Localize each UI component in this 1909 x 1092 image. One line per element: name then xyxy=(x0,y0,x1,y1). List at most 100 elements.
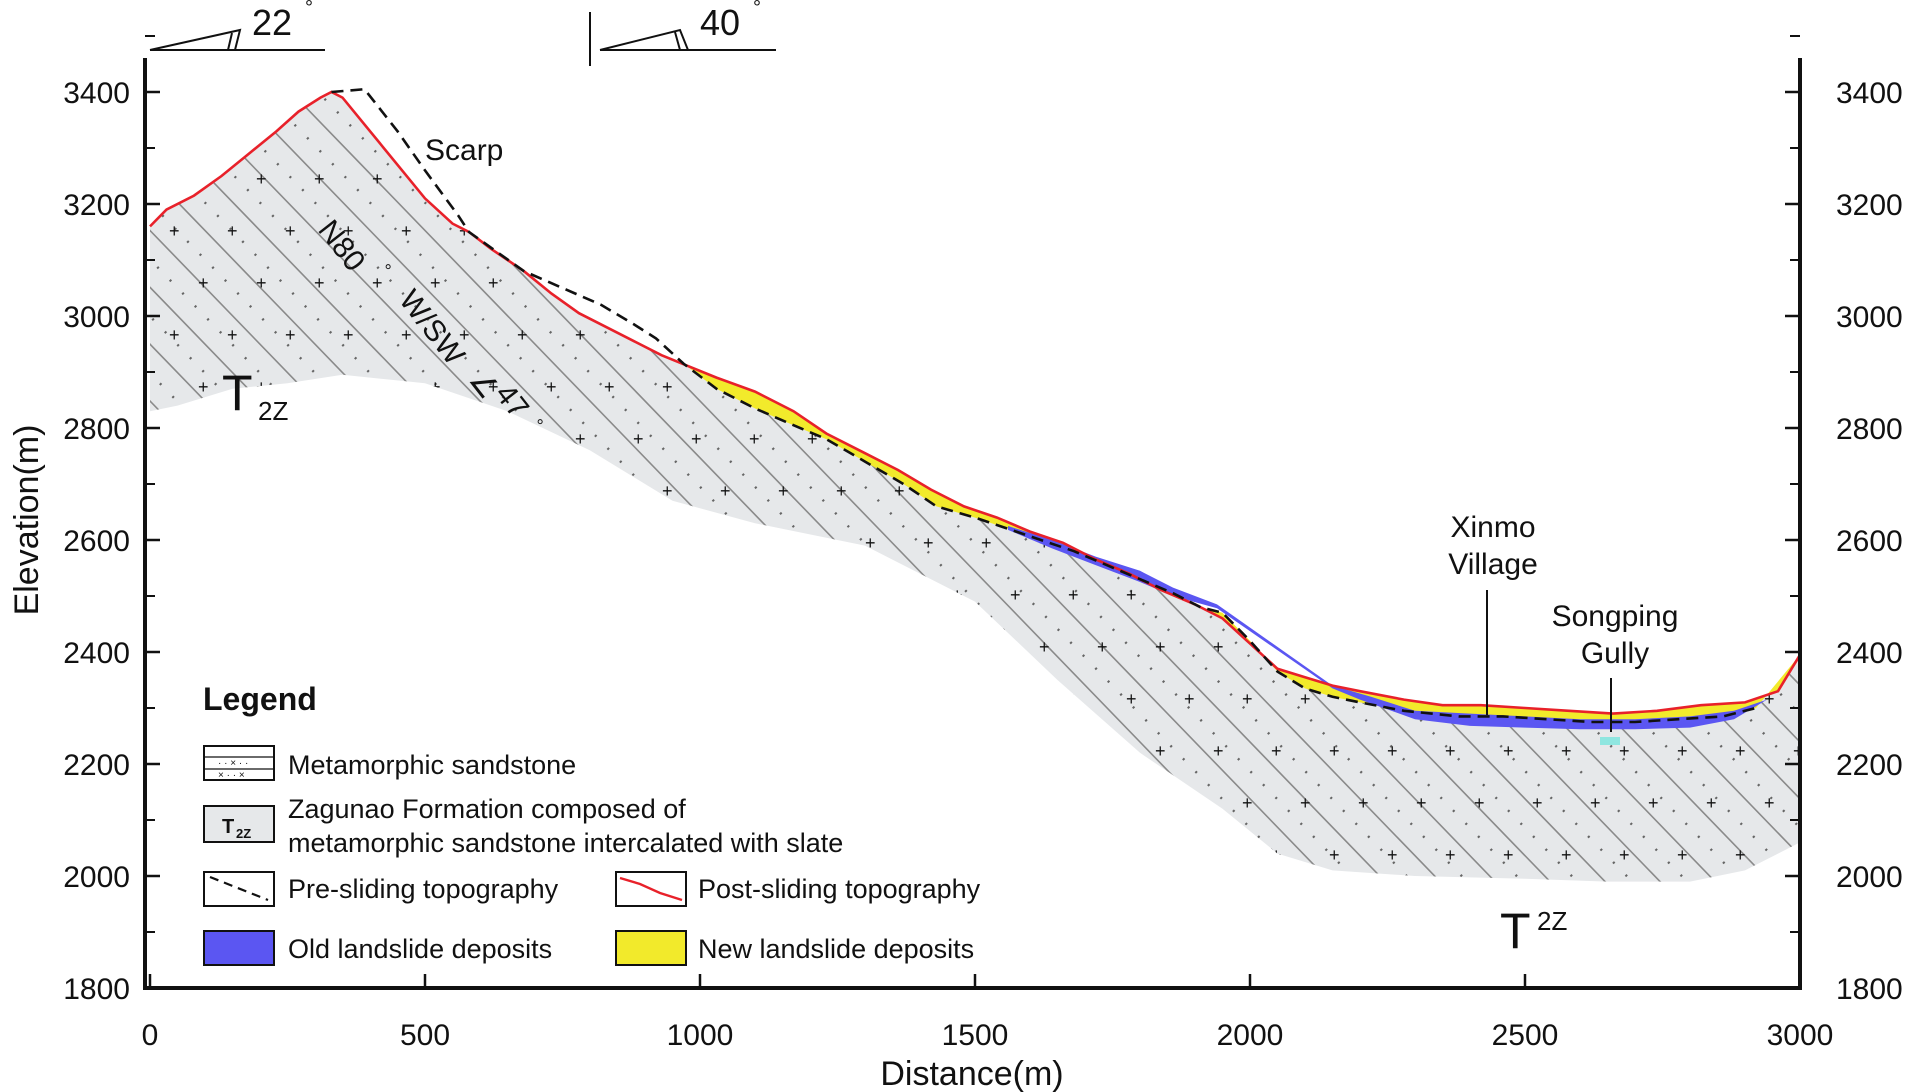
sandstone-symbol: + xyxy=(662,273,673,293)
sandstone-symbol: + xyxy=(488,585,499,605)
sandstone-symbol: + xyxy=(1300,169,1311,189)
sandstone-symbol: + xyxy=(778,793,789,813)
sandstone-symbol: + xyxy=(1242,481,1253,501)
sandstone-symbol: + xyxy=(1155,325,1166,345)
legend-old-deposits-label: Old landslide deposits xyxy=(288,934,552,964)
sandstone-symbol: + xyxy=(1068,897,1079,917)
sandstone-symbol: + xyxy=(807,637,818,657)
y-tick-label-left: 2000 xyxy=(63,861,130,894)
sandstone-symbol: + xyxy=(1068,377,1079,397)
sandstone-symbol: + xyxy=(1561,325,1572,345)
sandstone-symbol: + xyxy=(865,845,876,865)
sandstone-symbol: + xyxy=(1068,169,1079,189)
legend-formation-symbol-sub: 2Z xyxy=(236,826,251,841)
x-tick-label: 500 xyxy=(400,1019,450,1052)
sandstone-symbol: + xyxy=(343,429,354,449)
sandstone-symbol: + xyxy=(488,377,499,397)
sandstone-symbol: + xyxy=(1648,377,1659,397)
sandstone-symbol: + xyxy=(807,325,818,345)
sandstone-symbol: + xyxy=(488,273,499,293)
sandstone-symbol: + xyxy=(1213,533,1224,553)
legend-new-deposits: New landslide deposits xyxy=(615,930,974,966)
sandstone-symbol: + xyxy=(1677,741,1688,761)
sandstone-symbol: + xyxy=(1619,533,1630,553)
sandstone-symbol: + xyxy=(1677,637,1688,657)
y-tick-label-left: 1800 xyxy=(63,973,130,1006)
sandstone-symbol: + xyxy=(401,533,412,553)
sandstone-symbol: + xyxy=(1097,221,1108,241)
sandstone-symbol: + xyxy=(1619,741,1630,761)
dip-value-40: 40 xyxy=(700,2,740,43)
sandstone-symbol: + xyxy=(1039,845,1050,865)
sandstone-symbol: + xyxy=(1387,429,1398,449)
sandstone-symbol: + xyxy=(1184,897,1195,917)
sandstone-symbol: + xyxy=(1503,845,1514,865)
sandstone-symbol: + xyxy=(1242,897,1253,917)
sandstone-symbol: + xyxy=(720,481,731,501)
sandstone-symbol: + xyxy=(1010,481,1021,501)
sandstone-symbol: + xyxy=(1126,689,1137,709)
sandstone-symbol: + xyxy=(1445,741,1456,761)
sandstone-symbol: + xyxy=(546,169,557,189)
sandstone-symbol: + xyxy=(1851,221,1862,241)
sandstone-symbol: + xyxy=(836,793,847,813)
x-tick-label: 2500 xyxy=(1492,1019,1559,1052)
legend-sandstone: · · × · · × · · × Metamorphic sandstone xyxy=(203,745,576,781)
sandstone-symbol: + xyxy=(981,949,992,969)
sandstone-symbol: + xyxy=(314,169,325,189)
sandstone-symbol: + xyxy=(1735,533,1746,553)
sandstone-symbol: + xyxy=(691,637,702,657)
sandstone-symbol: + xyxy=(1213,845,1224,865)
sandstone-symbol: + xyxy=(343,637,354,657)
sandstone-symbol: + xyxy=(343,533,354,553)
pre-sliding-topography-line xyxy=(331,87,1757,724)
sandstone-symbol: + xyxy=(749,741,760,761)
sandstone-symbol: + xyxy=(1213,429,1224,449)
xinmo-label-line1: Xinmo xyxy=(1450,511,1535,544)
sandstone-symbol: + xyxy=(1416,793,1427,813)
sandstone-symbol: + xyxy=(749,533,760,553)
legend-formation-line2: metamorphic sandstone intercalated with … xyxy=(288,828,843,858)
sandstone-symbol: + xyxy=(314,377,325,397)
sandstone-symbol: + xyxy=(1561,533,1572,553)
legend-formation: T 2Z Zagunao Formation composed of metam… xyxy=(203,794,843,858)
sandstone-symbol: + xyxy=(1474,793,1485,813)
sandstone-symbol: + xyxy=(1561,221,1572,241)
sandstone-symbol: + xyxy=(1561,845,1572,865)
sandstone-symbol: + xyxy=(1242,585,1253,605)
sandstone-symbol: + xyxy=(1213,325,1224,345)
sandstone-symbol: + xyxy=(1648,169,1659,189)
sandstone-symbol: + xyxy=(633,429,644,449)
sandstone-symbol: + xyxy=(1706,793,1717,813)
sandstone-symbol: + xyxy=(169,429,180,449)
sandstone-symbol: + xyxy=(1416,273,1427,293)
y-tick-label-left: 2200 xyxy=(63,749,130,782)
sandstone-symbol: + xyxy=(1329,533,1340,553)
sandstone-symbol: + xyxy=(227,533,238,553)
sandstone-symbol: + xyxy=(1706,169,1717,189)
sandstone-symbol: + xyxy=(952,273,963,293)
gully-water-mark xyxy=(1600,737,1620,745)
sandstone-symbol: + xyxy=(1184,169,1195,189)
sandstone-symbol: + xyxy=(517,637,528,657)
sandstone-symbol: + xyxy=(836,273,847,293)
sandstone-symbol: + xyxy=(1358,897,1369,917)
dip-degree-22: ° xyxy=(305,0,313,19)
sandstone-symbol: + xyxy=(1126,273,1137,293)
sandstone-symbol: + xyxy=(1416,585,1427,605)
songping-label-line2: Gully xyxy=(1581,637,1649,670)
sandstone-symbol: + xyxy=(169,221,180,241)
sandstone-symbol: + xyxy=(1039,429,1050,449)
sandstone-symbol: + xyxy=(923,741,934,761)
sandstone-symbol: + xyxy=(1677,845,1688,865)
y-tick-label-right: 2800 xyxy=(1836,413,1903,446)
sandstone-symbol: + xyxy=(169,741,180,761)
sandstone-symbol: + xyxy=(1619,429,1630,449)
sandstone-symbol: + xyxy=(1271,325,1282,345)
y-axis-ticks: 1800 1800 2000 2000 2200 2200 2400 2400 2600 2600… xyxy=(63,35,1903,1006)
sandstone-symbol: + xyxy=(604,481,615,501)
sandstone-symbol: + xyxy=(1155,741,1166,761)
sandstone-symbol: + xyxy=(1213,949,1224,969)
sandstone-symbol: + xyxy=(981,325,992,345)
